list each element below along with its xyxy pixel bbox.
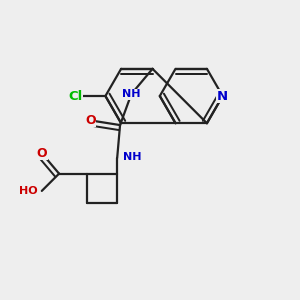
Text: NH: NH [123,152,142,162]
Text: O: O [37,147,47,160]
Text: O: O [85,114,95,127]
Text: HO: HO [19,186,38,196]
Text: N: N [217,89,228,103]
Text: NH: NH [122,89,141,99]
Text: Cl: Cl [68,89,83,103]
